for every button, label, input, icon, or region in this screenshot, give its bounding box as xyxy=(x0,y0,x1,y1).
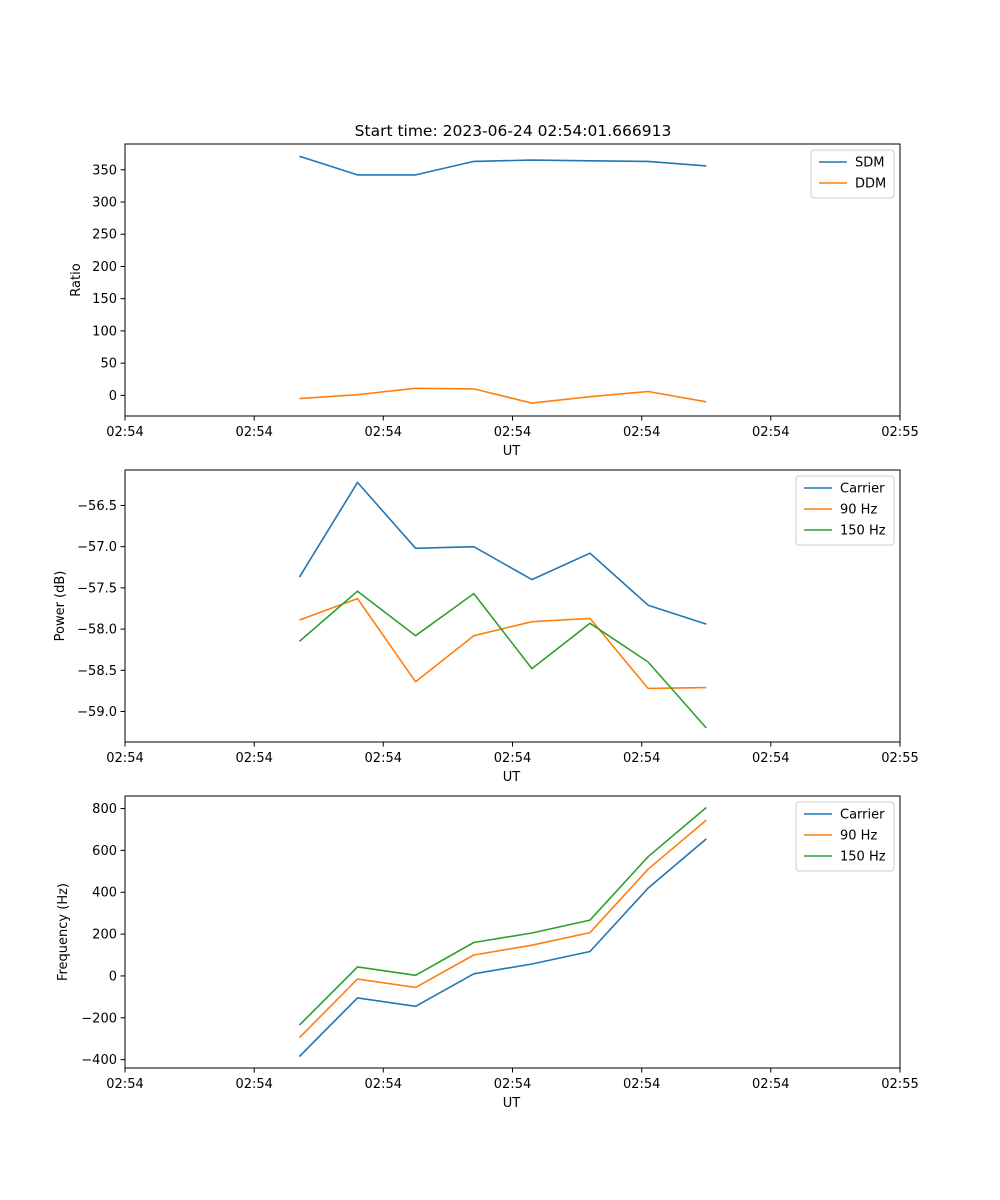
ratio-subplot: 02:54 02:54 02:54 02:54 02:54 02:54 02:55 0 50 10… xyxy=(69,143,919,459)
power-subplot: 02:54 02:54 02:54 02:54 02:54 02:54 02:55 −59.0… xyxy=(53,469,919,785)
x-tick-label: 02:54 xyxy=(623,751,660,766)
y-tick-label: 50 xyxy=(100,357,117,372)
x-tick-label: 02:54 xyxy=(494,1077,531,1092)
x-tick-label: 02:55 xyxy=(881,1077,918,1092)
y-tick-label: −200 xyxy=(81,1011,117,1026)
y-tick-label: 350 xyxy=(92,163,117,178)
legend: Carrier 90 Hz 150 Hz xyxy=(795,475,895,546)
series-line-90-hz xyxy=(299,597,707,690)
legend-box xyxy=(795,801,895,872)
x-tick-label: 02:54 xyxy=(752,1077,789,1092)
x-axis-label: UT xyxy=(503,1096,521,1111)
x-tick-label: 02:54 xyxy=(623,1077,660,1092)
legend: SDM DDM xyxy=(810,149,895,199)
x-tick-label: 02:54 xyxy=(235,425,272,440)
legend-entry-label: 150 Hz xyxy=(840,850,886,865)
y-tick-label: 400 xyxy=(92,886,117,901)
x-tick-label: 02:54 xyxy=(752,425,789,440)
y-axis-label: Power (dB) xyxy=(53,571,68,642)
figure-title: Start time: 2023-06-24 02:54:01.666913 xyxy=(355,122,672,140)
legend-entry-label: Carrier xyxy=(840,808,885,823)
y-tick-label: −59.0 xyxy=(77,705,117,720)
y-tick-label: 0 xyxy=(109,969,117,984)
x-tick-label: 02:54 xyxy=(494,425,531,440)
series-line-150-hz xyxy=(298,806,707,1026)
legend: Carrier 90 Hz 150 Hz xyxy=(795,801,895,872)
x-tick-label: 02:54 xyxy=(365,425,402,440)
x-tick-label: 02:54 xyxy=(365,751,402,766)
legend-entry-label: Carrier xyxy=(840,482,885,497)
y-tick-label: −58.0 xyxy=(77,623,117,638)
y-tick-label: 300 xyxy=(92,196,117,211)
y-tick-label: 200 xyxy=(92,928,117,943)
y-tick-label: 250 xyxy=(92,228,117,243)
x-tick-label: 02:55 xyxy=(881,425,918,440)
series-line-carrier xyxy=(298,481,707,625)
legend-entry-label: 90 Hz xyxy=(840,829,877,844)
x-axis-label: UT xyxy=(503,444,521,459)
x-tick-label: 02:54 xyxy=(106,751,143,766)
y-axis-label: Ratio xyxy=(69,263,84,296)
series-line-150-hz xyxy=(298,590,707,729)
x-tick-label: 02:54 xyxy=(494,751,531,766)
x-tick-label: 02:54 xyxy=(106,1077,143,1092)
legend-box xyxy=(795,475,895,546)
y-tick-label: −58.5 xyxy=(77,664,117,679)
y-tick-label: 100 xyxy=(92,324,117,339)
y-tick-label: 150 xyxy=(92,292,117,307)
y-tick-label: −57.5 xyxy=(77,581,117,596)
y-tick-label: 200 xyxy=(92,260,117,275)
legend-entry-label: 150 Hz xyxy=(840,524,886,539)
series-line-ddm xyxy=(299,387,707,404)
x-tick-label: 02:54 xyxy=(365,1077,402,1092)
legend-entry-label: 90 Hz xyxy=(840,503,877,518)
y-tick-label: −57.0 xyxy=(77,540,117,555)
x-tick-label: 02:54 xyxy=(106,425,143,440)
y-axis-label: Frequency (Hz) xyxy=(56,883,71,981)
x-tick-label: 02:54 xyxy=(235,1077,272,1092)
x-tick-label: 02:54 xyxy=(752,751,789,766)
y-tick-label: 800 xyxy=(92,802,117,817)
legend-entry-label: DDM xyxy=(855,177,886,192)
frequency-subplot: 02:54 02:54 02:54 02:54 02:54 02:54 02:55 −400 −… xyxy=(56,795,919,1111)
x-tick-label: 02:54 xyxy=(235,751,272,766)
x-axis-label: UT xyxy=(503,770,521,785)
x-tick-label: 02:54 xyxy=(623,425,660,440)
y-tick-label: 0 xyxy=(109,389,117,404)
series-line-90-hz xyxy=(298,819,707,1039)
series-line-sdm xyxy=(299,155,707,176)
y-tick-label: −400 xyxy=(81,1053,117,1068)
x-tick-label: 02:55 xyxy=(881,751,918,766)
series-line-carrier xyxy=(298,838,707,1058)
legend-entry-label: SDM xyxy=(855,156,884,171)
y-tick-label: 600 xyxy=(92,844,117,859)
y-tick-label: −56.5 xyxy=(77,499,117,514)
